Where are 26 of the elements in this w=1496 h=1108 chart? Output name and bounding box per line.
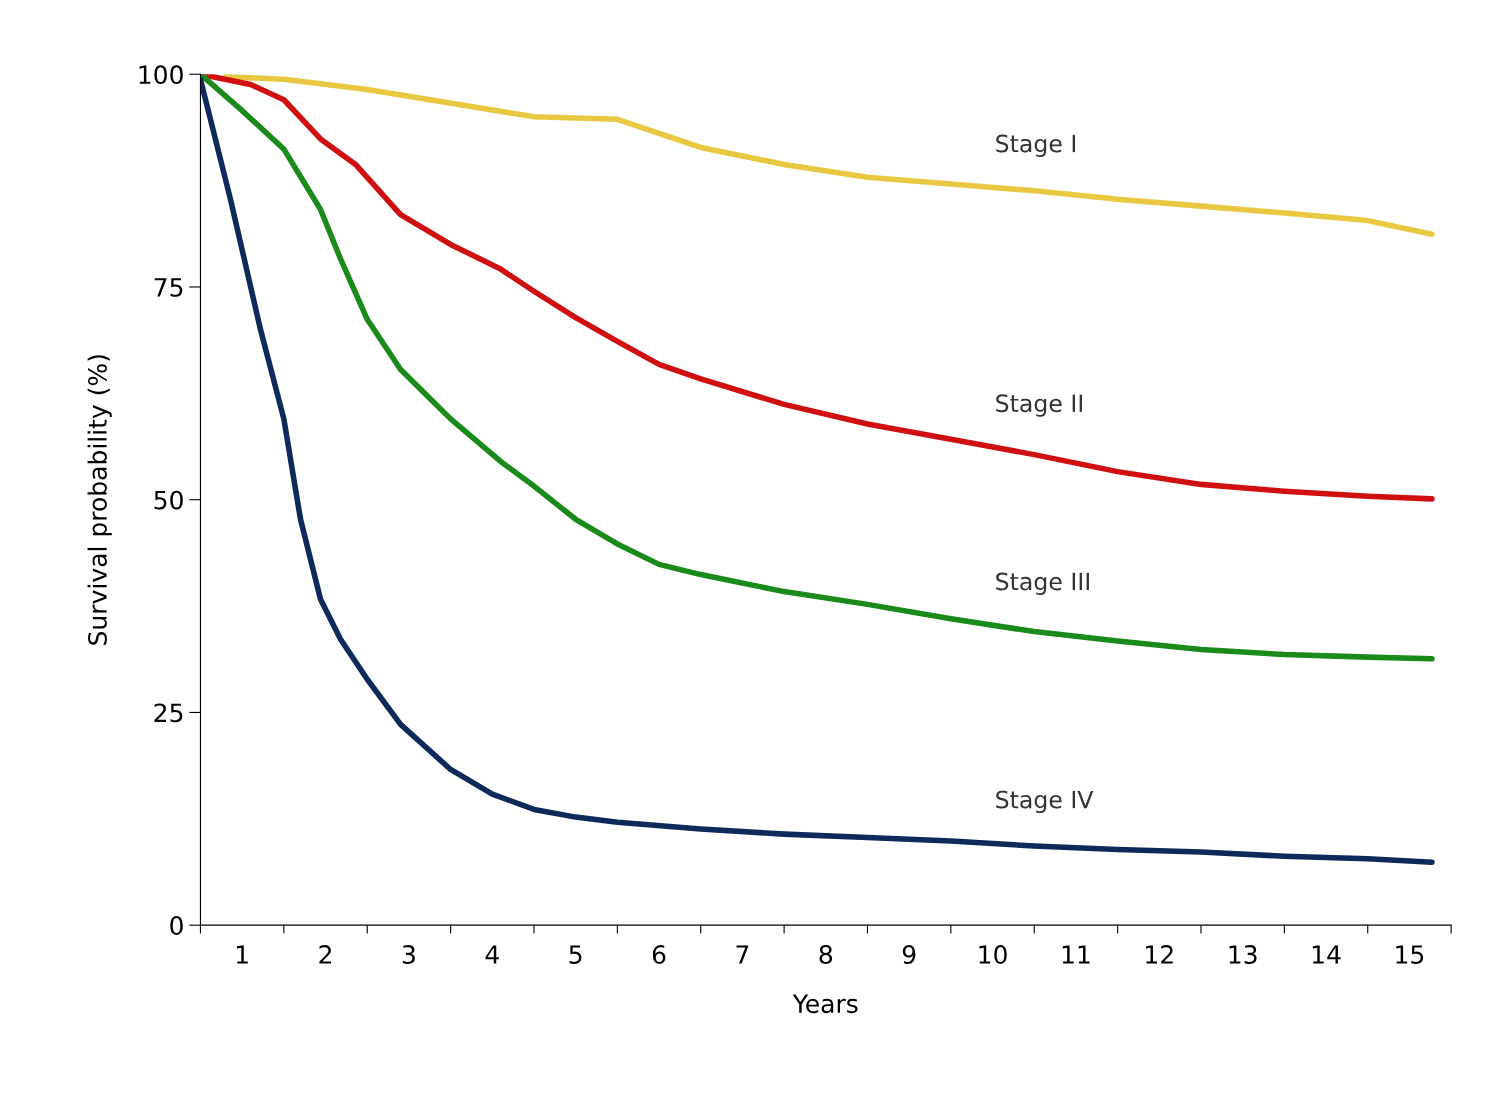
x-tick-label: 15 [1396, 945, 1424, 964]
series-label: Stage I [996, 134, 1076, 158]
y-tick-label: 50 [154, 490, 183, 510]
x-tick-label: 4 [485, 945, 499, 964]
x-tick-label: 13 [1229, 945, 1257, 964]
x-tick-label: 10 [979, 945, 1007, 964]
x-tick-label: 9 [902, 945, 916, 964]
x-tick-label: 1 [236, 945, 248, 964]
x-tick-label: 5 [569, 945, 582, 964]
series-label: Stage II [996, 394, 1082, 417]
y-tick-label: 100 [139, 65, 183, 85]
y-axis-title: Survival probability (%) [87, 355, 112, 645]
x-tick-label: 11 [1062, 945, 1090, 964]
x-tick-label: 8 [819, 945, 833, 964]
x-tick-label: 12 [1146, 945, 1173, 964]
x-tick-label: 7 [736, 945, 749, 964]
x-tick-label: 2 [319, 945, 331, 964]
x-tick-label: 6 [652, 945, 666, 964]
x-tick-label: 14 [1312, 945, 1341, 964]
series-label: Stage IV [996, 790, 1094, 814]
y-tick-label: 0 [170, 916, 183, 936]
x-axis-title: Years [792, 994, 858, 1014]
y-tick-label: 75 [154, 278, 183, 297]
y-tick-label: 25 [154, 703, 183, 723]
x-tick-label: 3 [402, 945, 415, 964]
series-label: Stage III [996, 572, 1089, 595]
